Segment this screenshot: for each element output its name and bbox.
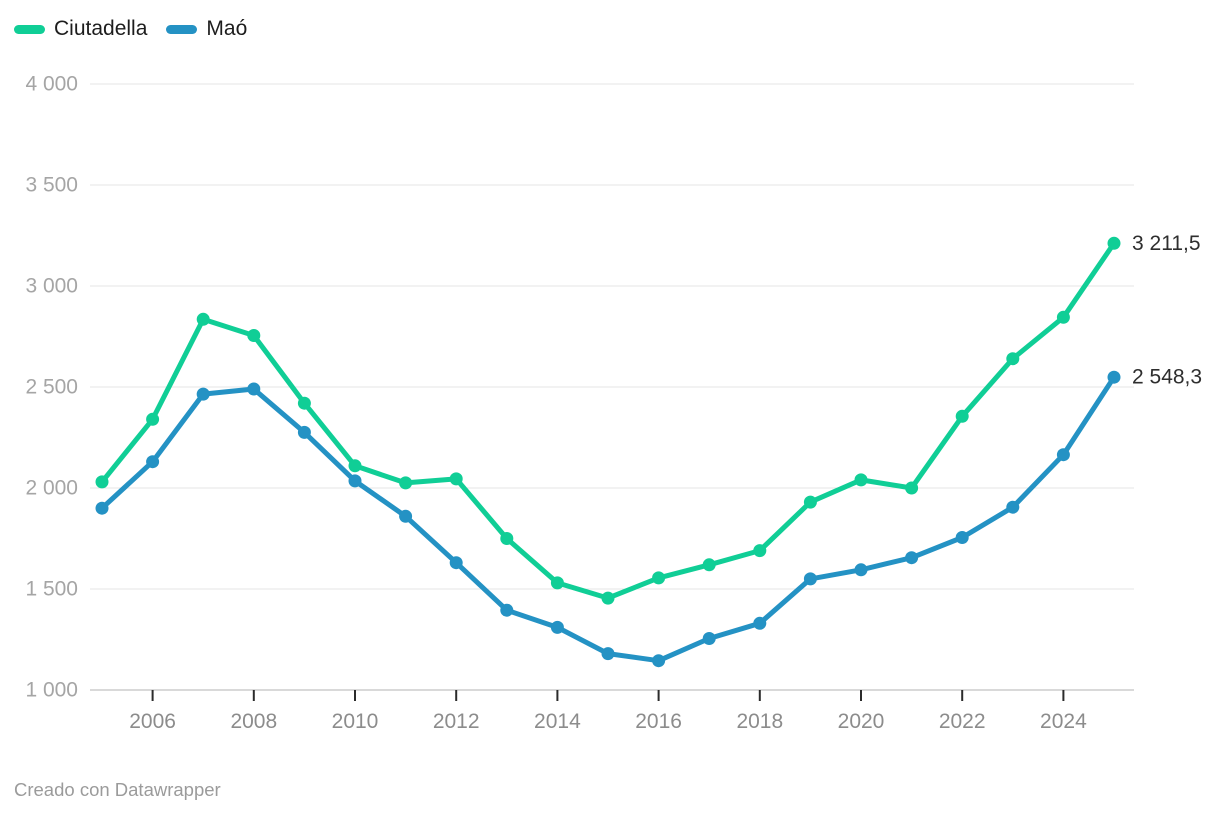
data-point-ma-[interactable] [601,647,615,661]
data-point-ciutadella[interactable] [753,544,767,558]
data-point-ma-[interactable] [854,563,868,577]
data-point-ma-[interactable] [803,572,817,586]
y-axis-label: 1 000 [25,679,78,702]
data-point-ciutadella[interactable] [601,591,615,605]
data-point-ma-[interactable] [449,556,463,570]
legend: Ciutadella Maó [14,18,247,40]
data-point-ciutadella[interactable] [854,473,868,487]
data-point-ma-[interactable] [1107,370,1121,384]
data-point-ma-[interactable] [702,632,716,645]
end-value-label-ciutadella: 3 211,5 [1132,232,1201,255]
data-point-ma-[interactable] [348,474,362,488]
y-axis-label: 2 500 [25,376,78,399]
x-axis-label: 2016 [635,710,682,733]
y-axis-label: 2 000 [25,477,78,500]
data-point-ma-[interactable] [95,501,109,515]
x-axis-label: 2024 [1040,710,1087,733]
x-axis-label: 2020 [838,710,885,733]
x-axis-label: 2014 [534,710,581,733]
data-point-ciutadella[interactable] [803,495,817,509]
y-axis-label: 4 000 [25,73,78,96]
data-point-ma-[interactable] [196,387,210,401]
data-point-ciutadella[interactable] [247,329,261,342]
data-point-ciutadella[interactable] [500,532,514,545]
data-point-ma-[interactable] [297,425,311,439]
x-axis-label: 2006 [129,710,176,733]
data-point-ciutadella[interactable] [348,459,362,473]
datawrapper-credit: Creado con Datawrapper [14,779,221,800]
data-point-ciutadella[interactable] [550,576,564,590]
data-point-ciutadella[interactable] [297,396,311,410]
data-point-ciutadella[interactable] [95,475,109,489]
data-point-ciutadella[interactable] [955,409,969,423]
y-axis-label: 3 500 [25,174,78,197]
x-axis-label: 2008 [230,710,277,733]
data-point-ma-[interactable] [146,455,160,469]
data-point-ma-[interactable] [652,654,666,668]
data-point-ciutadella[interactable] [905,481,919,495]
data-point-ma-[interactable] [399,509,413,523]
data-point-ciutadella[interactable] [146,412,160,426]
legend-item-ciutadella: Ciutadella [14,18,147,40]
legend-label: Ciutadella [54,17,148,40]
x-axis-label: 2010 [332,710,379,733]
x-axis-label: 2018 [736,710,783,733]
legend-item-ma-: Maó [166,18,247,40]
data-point-ma-[interactable] [1006,500,1020,514]
data-point-ma-[interactable] [753,616,767,630]
data-point-ciutadella[interactable] [652,571,666,585]
legend-swatch-icon [14,24,45,34]
x-axis-label: 2022 [939,710,986,733]
data-point-ciutadella[interactable] [1056,310,1070,324]
data-point-ma-[interactable] [955,531,969,544]
y-axis-label: 3 000 [25,275,78,298]
legend-label: Maó [206,17,248,40]
data-point-ma-[interactable] [550,620,564,634]
data-point-ma-[interactable] [247,382,261,396]
data-point-ciutadella[interactable] [702,558,716,572]
y-axis-label: 1 500 [25,578,78,601]
legend-swatch-icon [166,24,198,34]
data-point-ma-[interactable] [500,603,514,617]
end-value-label-ma-: 2 548,3 [1132,366,1202,389]
data-point-ciutadella[interactable] [1006,352,1020,366]
data-point-ciutadella[interactable] [399,476,413,490]
data-point-ciutadella[interactable] [196,312,210,326]
x-axis-label: 2012 [433,710,480,733]
data-point-ma-[interactable] [1056,448,1070,462]
data-point-ciutadella[interactable] [1107,236,1121,250]
data-point-ciutadella[interactable] [449,472,463,486]
data-point-ma-[interactable] [905,551,919,565]
